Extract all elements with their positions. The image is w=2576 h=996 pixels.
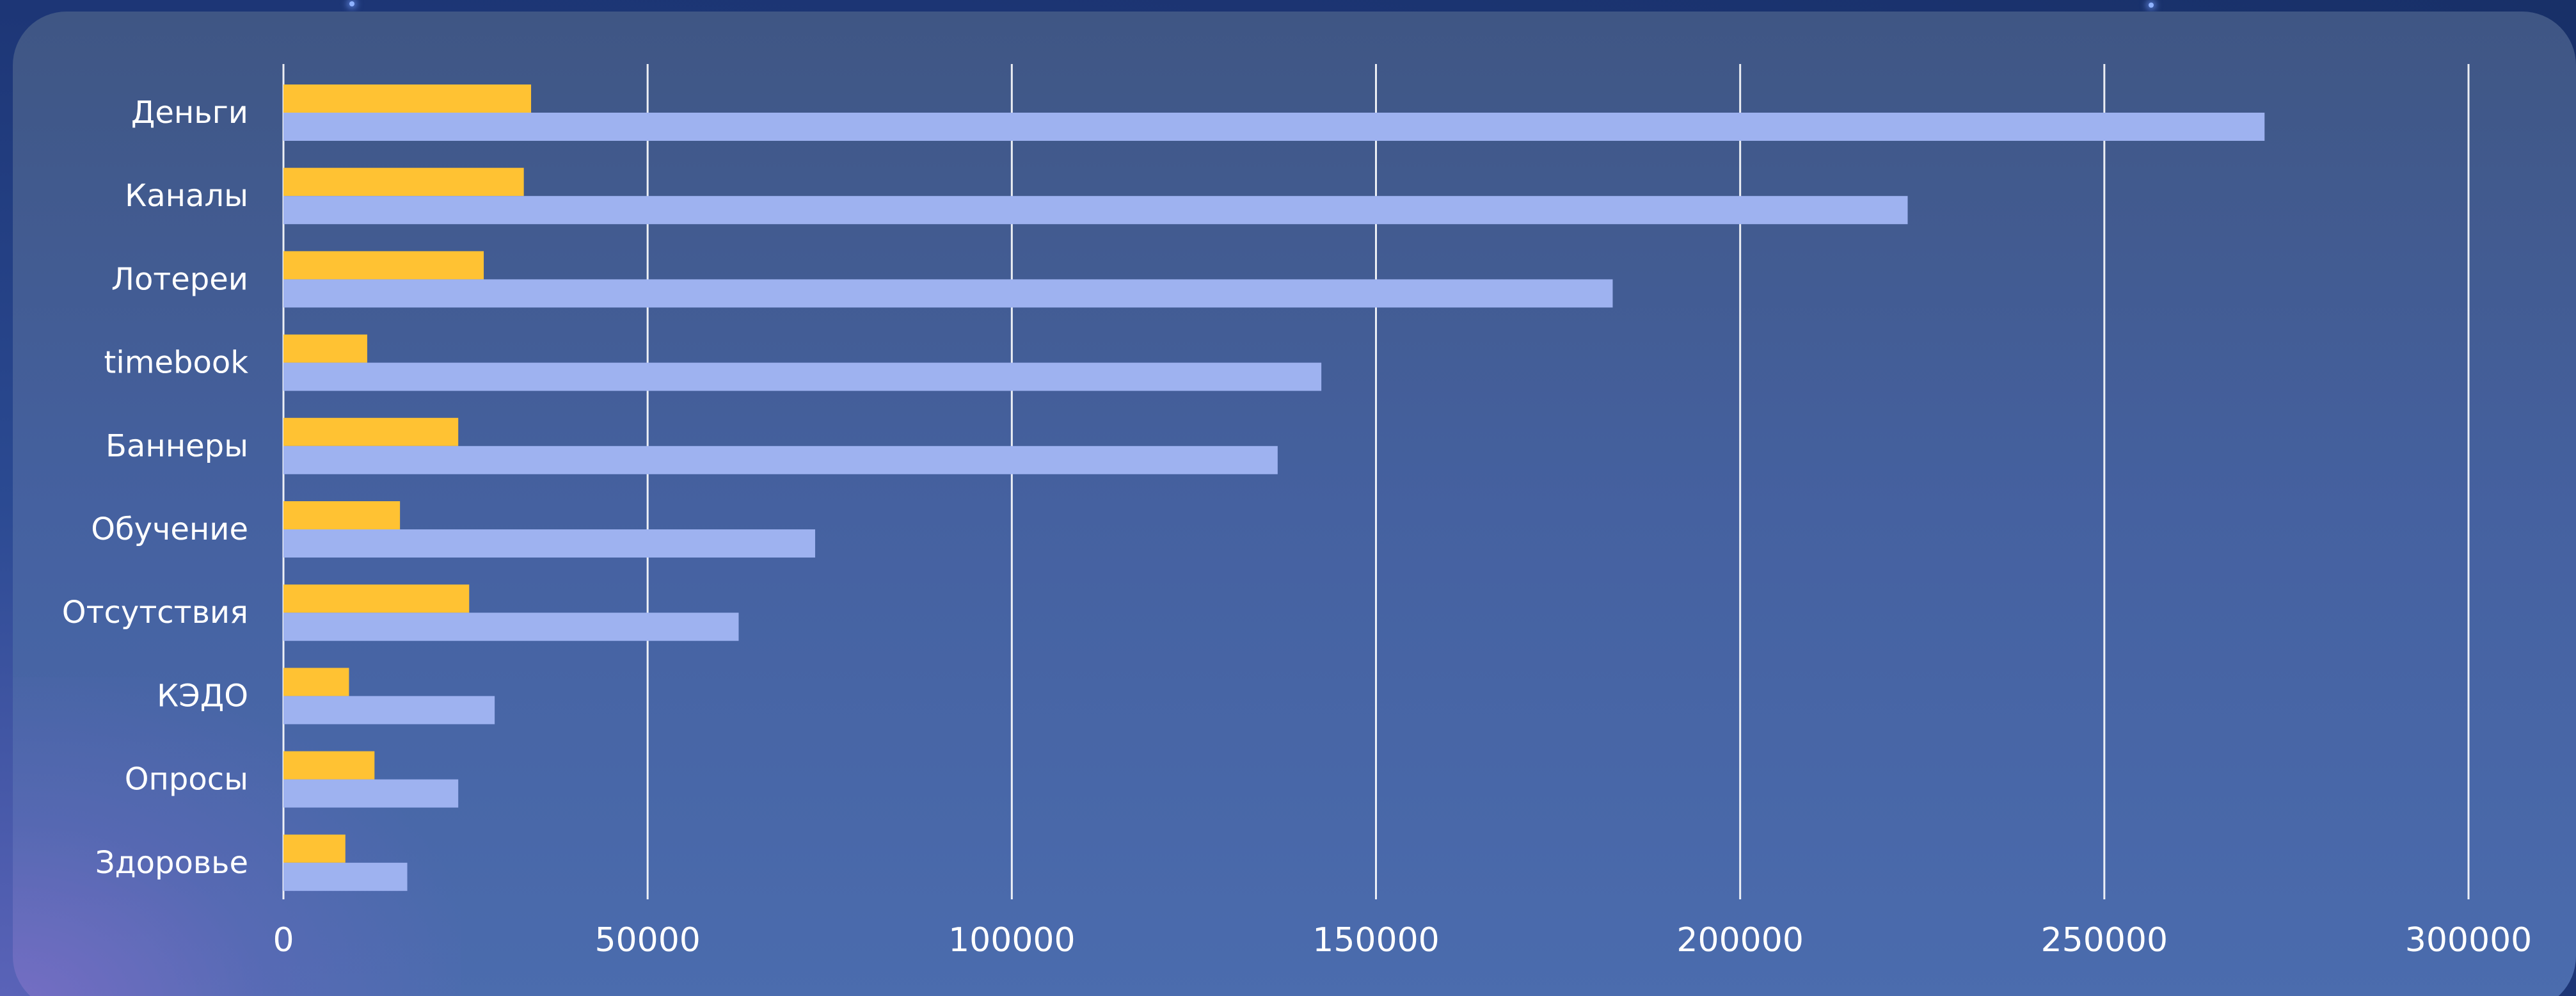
category-label: КЭДО xyxy=(157,678,248,714)
x-tick-label: 0 xyxy=(273,921,294,960)
bar-series-2 xyxy=(283,862,408,891)
bar-series-2 xyxy=(283,696,495,725)
x-tick-label: 50000 xyxy=(594,921,700,960)
category-label: Деньги xyxy=(131,95,248,131)
bar-series-1 xyxy=(283,751,375,780)
bar-series-2 xyxy=(283,113,2265,141)
bar-series-2 xyxy=(283,613,739,641)
category-label: Здоровье xyxy=(95,845,248,881)
category-label: Каналы xyxy=(125,178,248,214)
bar-series-2 xyxy=(283,779,459,808)
star-decoration xyxy=(349,1,354,6)
bar-series-1 xyxy=(283,834,346,863)
bar-series-1 xyxy=(283,251,484,280)
bar-series-2 xyxy=(283,362,1322,391)
bar-series-1 xyxy=(283,168,524,197)
bar-series-1 xyxy=(283,668,349,696)
category-label: Опросы xyxy=(125,762,248,798)
category-label: Лотереи xyxy=(111,261,248,297)
bar-series-1 xyxy=(283,584,470,613)
x-tick-label: 150000 xyxy=(1312,921,1440,960)
bar-series-2 xyxy=(283,446,1278,474)
category-label: Обучение xyxy=(91,511,248,547)
x-tick-label: 100000 xyxy=(948,921,1076,960)
bar-series-1 xyxy=(283,334,367,363)
bar-series-1 xyxy=(283,417,459,446)
bar-series-1 xyxy=(283,501,401,529)
x-tick-label: 250000 xyxy=(2041,921,2168,960)
category-label: Отсутствия xyxy=(62,595,248,631)
x-tick-label: 300000 xyxy=(2405,921,2532,960)
bar-series-2 xyxy=(283,529,815,558)
category-label: timebook xyxy=(104,345,249,381)
x-tick-label: 200000 xyxy=(1676,921,1804,960)
category-label: Баннеры xyxy=(106,428,248,464)
bar-series-1 xyxy=(283,84,532,113)
star-decoration xyxy=(2149,3,2154,8)
bar-series-2 xyxy=(283,279,1613,308)
bar-series-2 xyxy=(283,196,1908,225)
